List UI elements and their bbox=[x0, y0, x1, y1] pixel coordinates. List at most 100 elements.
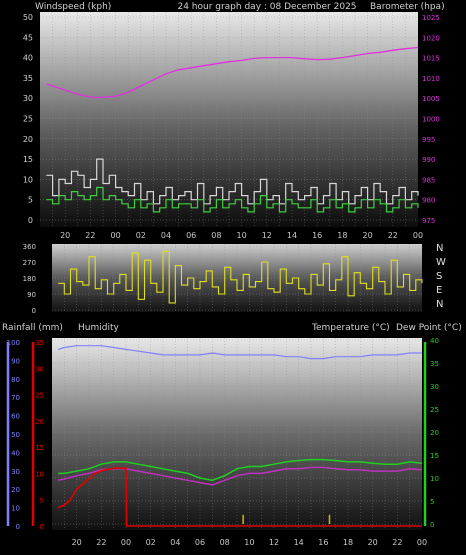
direction-y-tick: 0 bbox=[32, 307, 36, 315]
wind-x-tick: 22 bbox=[388, 231, 398, 240]
lower-x-tick: 00 bbox=[121, 538, 131, 547]
temperature-y-tick: 0 bbox=[430, 521, 434, 529]
lower-x-tick: 12 bbox=[269, 538, 279, 547]
lower-x-tick: 08 bbox=[220, 538, 230, 547]
wind-x-tick: 20 bbox=[60, 231, 70, 240]
lower-x-tick: 20 bbox=[368, 538, 378, 547]
wind-y-tick: 15 bbox=[23, 155, 33, 164]
humidity-line bbox=[58, 345, 422, 360]
wind-x-tick: 14 bbox=[287, 231, 297, 240]
rainfall-y-tick: 5 bbox=[40, 497, 44, 505]
temperature-y-tick: 20 bbox=[430, 429, 439, 437]
lower-x-tick: 22 bbox=[96, 538, 106, 547]
lower-x-tick: 10 bbox=[244, 538, 254, 547]
lower-x-tick: 22 bbox=[392, 538, 402, 547]
temperature-y-tick: 35 bbox=[430, 360, 439, 368]
barometer-line bbox=[46, 46, 419, 99]
barometer-y-tick: 990 bbox=[422, 156, 435, 164]
barometer-y-tick: 1005 bbox=[422, 95, 440, 103]
lower-x-tick: 20 bbox=[72, 538, 82, 547]
humidity-y-tick: 70 bbox=[11, 394, 20, 402]
wind-x-tick: 10 bbox=[237, 231, 247, 240]
wind-x-tick: 18 bbox=[337, 231, 347, 240]
temperature-y-tick: 30 bbox=[430, 383, 439, 391]
wind-y-tick: 10 bbox=[23, 175, 33, 184]
barometer-y-tick: 995 bbox=[422, 136, 435, 144]
direction-y-tick: 90 bbox=[27, 291, 36, 299]
barometer-y-tick: 1010 bbox=[422, 75, 440, 83]
rainfall-y-tick: 35 bbox=[35, 339, 44, 347]
wind-y-tick: 50 bbox=[23, 13, 33, 22]
direction-y-tick: 180 bbox=[23, 275, 36, 283]
rainfall-y-tick: 0 bbox=[40, 523, 44, 531]
wind-average-line bbox=[46, 186, 419, 213]
humidity-y-tick: 90 bbox=[11, 357, 20, 365]
humidity-y-tick: 50 bbox=[11, 431, 20, 439]
compass-label: N bbox=[436, 299, 443, 310]
compass-label: S bbox=[436, 271, 442, 282]
rainfall-y-tick: 20 bbox=[35, 418, 44, 426]
temperature-axis-title: Temperature (°C) bbox=[311, 323, 390, 333]
barometer-y-tick: 1015 bbox=[422, 55, 440, 63]
wind-gust-line bbox=[46, 158, 419, 205]
barometer-y-tick: 1020 bbox=[422, 34, 440, 42]
wind-x-tick: 20 bbox=[363, 231, 373, 240]
rainfall-y-tick: 10 bbox=[35, 470, 44, 478]
humidity-y-tick: 40 bbox=[11, 449, 20, 457]
wind-y-tick: 5 bbox=[28, 196, 33, 205]
barometer-y-tick: 1025 bbox=[422, 14, 440, 22]
barometer-y-tick: 1000 bbox=[422, 116, 440, 124]
wind-y-tick: 45 bbox=[23, 33, 33, 42]
wind-y-tick: 35 bbox=[23, 74, 33, 83]
wind-y-tick: 40 bbox=[23, 54, 33, 63]
rainfall-y-tick: 25 bbox=[35, 392, 44, 400]
rainfall-axis-title: Rainfall (mm) bbox=[2, 323, 63, 333]
wind-x-tick: 12 bbox=[262, 231, 272, 240]
humidity-y-tick: 0 bbox=[16, 523, 20, 531]
lower-x-tick: 00 bbox=[417, 538, 427, 547]
direction-y-tick: 360 bbox=[23, 243, 36, 251]
wind-x-tick: 08 bbox=[211, 231, 221, 240]
humidity-y-tick: 20 bbox=[11, 486, 20, 494]
lower-x-tick: 16 bbox=[318, 538, 328, 547]
wind-x-tick: 16 bbox=[312, 231, 322, 240]
lower-x-tick: 06 bbox=[195, 538, 205, 547]
humidity-y-tick: 100 bbox=[7, 339, 20, 347]
temperature-line bbox=[58, 458, 423, 482]
temperature-y-tick: 5 bbox=[430, 498, 434, 506]
temperature-y-tick: 25 bbox=[430, 406, 439, 414]
wind-x-tick: 04 bbox=[161, 231, 171, 240]
lower-x-tick: 14 bbox=[294, 538, 304, 547]
direction-y-tick: 270 bbox=[23, 259, 36, 267]
wind-x-tick: 00 bbox=[413, 231, 423, 240]
wind-direction-line bbox=[58, 250, 423, 304]
barometer-y-tick: 975 bbox=[422, 217, 435, 225]
lower-x-tick: 18 bbox=[343, 538, 353, 547]
compass-label: E bbox=[436, 285, 442, 296]
barometer-y-tick: 980 bbox=[422, 197, 435, 205]
humidity-y-tick: 10 bbox=[11, 505, 20, 513]
lower-x-tick: 02 bbox=[146, 538, 156, 547]
humidity-axis-title: Humidity bbox=[78, 323, 119, 333]
temperature-y-tick: 10 bbox=[430, 475, 439, 483]
temperature-y-tick: 15 bbox=[430, 452, 439, 460]
rainfall-y-tick: 15 bbox=[35, 444, 44, 452]
rainfall-y-tick: 30 bbox=[35, 365, 44, 373]
compass-label: N bbox=[436, 243, 443, 254]
wind-x-tick: 06 bbox=[186, 231, 196, 240]
wind-y-tick: 30 bbox=[23, 94, 33, 103]
compass-label: W bbox=[436, 257, 446, 268]
wind-y-tick: 20 bbox=[23, 135, 33, 144]
humidity-y-tick: 30 bbox=[11, 468, 20, 476]
dew-point-axis-title: Dew Point (°C) bbox=[396, 323, 462, 333]
chart-title: 24 hour graph day : 08 December 2025 bbox=[177, 2, 356, 12]
rainfall-line bbox=[57, 467, 422, 527]
wind-axis-title: Windspeed (kph) bbox=[35, 2, 111, 12]
barometer-y-tick: 985 bbox=[422, 176, 435, 184]
wind-x-tick: 22 bbox=[85, 231, 95, 240]
wind-x-tick: 02 bbox=[136, 231, 146, 240]
humidity-y-tick: 80 bbox=[11, 376, 20, 384]
wind-x-tick: 00 bbox=[111, 231, 121, 240]
barometer-axis-title: Barometer (hpa) bbox=[370, 2, 445, 12]
